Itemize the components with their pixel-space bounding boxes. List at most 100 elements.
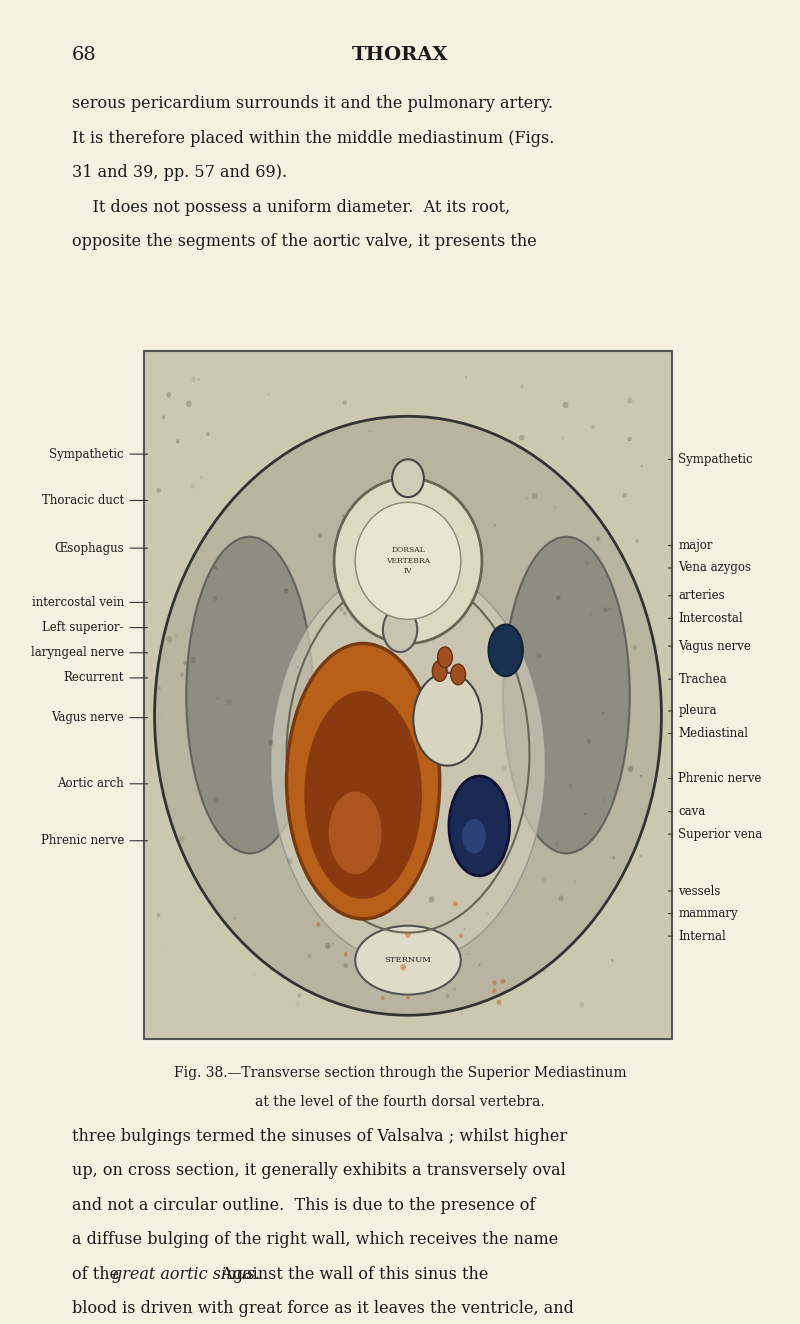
Text: great aortic sinus.: great aortic sinus. [112,1266,260,1283]
Ellipse shape [179,835,185,842]
Ellipse shape [503,536,630,854]
Ellipse shape [206,432,210,436]
Ellipse shape [554,506,556,508]
Ellipse shape [369,430,370,433]
Text: Fig. 38.—Transverse section through the Superior Mediastinum: Fig. 38.—Transverse section through the … [174,1066,626,1080]
Bar [144,351,672,1039]
Ellipse shape [343,612,346,616]
Ellipse shape [166,392,171,397]
Ellipse shape [297,666,298,669]
Ellipse shape [432,661,447,682]
Ellipse shape [302,804,306,809]
Text: 31 and 39, pp. 57 and 69).: 31 and 39, pp. 57 and 69). [72,164,287,181]
Text: Recurrent: Recurrent [64,671,124,685]
Ellipse shape [307,953,312,959]
Text: Phrenic nerve: Phrenic nerve [41,834,124,847]
Ellipse shape [339,606,343,612]
Text: three bulgings termed the sinuses of Valsalva ; whilst higher: three bulgings termed the sinuses of Val… [72,1128,567,1145]
Text: opposite the segments of the aortic valve, it presents the: opposite the segments of the aortic valv… [72,233,537,250]
Text: Vena azygos: Vena azygos [678,561,751,575]
Ellipse shape [418,741,420,743]
Ellipse shape [446,699,448,702]
Ellipse shape [191,376,196,381]
Ellipse shape [635,539,639,543]
Text: Mediastinal: Mediastinal [678,727,749,740]
Ellipse shape [422,862,424,863]
Text: Intercostal: Intercostal [678,612,743,625]
Ellipse shape [586,739,591,744]
Ellipse shape [162,943,164,945]
Text: 68: 68 [72,46,97,65]
Ellipse shape [214,565,218,569]
Text: up, on cross section, it generally exhibits a transversely oval: up, on cross section, it generally exhib… [72,1162,566,1180]
Ellipse shape [180,673,184,677]
Text: cava: cava [678,805,706,818]
Text: It does not possess a uniform diameter.  At its root,: It does not possess a uniform diameter. … [72,199,510,216]
Ellipse shape [268,393,270,396]
Text: mammary: mammary [678,907,738,920]
Ellipse shape [586,561,589,565]
Ellipse shape [254,973,255,976]
Text: Trachea: Trachea [678,673,727,686]
Ellipse shape [542,876,546,882]
Ellipse shape [329,792,382,874]
Ellipse shape [270,564,546,964]
Ellipse shape [350,600,354,604]
Ellipse shape [558,895,564,902]
Ellipse shape [627,397,633,404]
Ellipse shape [361,906,363,908]
Ellipse shape [453,988,457,992]
Ellipse shape [478,964,481,967]
Ellipse shape [640,775,642,777]
Ellipse shape [402,711,405,714]
Ellipse shape [628,765,634,772]
Text: Vagus nerve: Vagus nerve [678,639,751,653]
Ellipse shape [298,993,302,998]
Ellipse shape [502,765,507,772]
Text: Vagus nerve: Vagus nerve [51,711,124,724]
Ellipse shape [412,870,416,875]
Ellipse shape [350,841,354,846]
Ellipse shape [342,400,347,405]
Text: DORSAL
VERTEBRA
IV: DORSAL VERTEBRA IV [386,547,430,575]
Ellipse shape [591,425,594,429]
Text: major: major [678,539,713,552]
Ellipse shape [590,613,592,617]
Ellipse shape [494,524,496,527]
Ellipse shape [446,994,449,998]
Ellipse shape [366,857,369,861]
Ellipse shape [458,559,460,561]
Text: laryngeal nerve: laryngeal nerve [30,646,124,659]
Text: and not a circular outline.  This is due to the presence of: and not a circular outline. This is due … [72,1197,535,1214]
Ellipse shape [626,565,630,571]
Ellipse shape [482,871,487,876]
Ellipse shape [343,963,348,968]
Ellipse shape [355,925,461,994]
Ellipse shape [158,686,161,690]
Ellipse shape [596,536,600,542]
Ellipse shape [563,401,569,408]
Text: Internal: Internal [678,929,726,943]
Text: It is therefore placed within the middle mediastinum (Figs.: It is therefore placed within the middle… [72,130,554,147]
Ellipse shape [234,918,235,919]
Ellipse shape [344,952,348,956]
Ellipse shape [334,826,340,831]
Text: Phrenic nerve: Phrenic nerve [678,772,762,785]
Ellipse shape [200,477,203,479]
Ellipse shape [526,496,528,499]
Ellipse shape [633,645,637,650]
Ellipse shape [166,637,172,642]
Ellipse shape [465,376,467,379]
Ellipse shape [400,964,406,970]
Ellipse shape [493,981,497,985]
Ellipse shape [611,959,614,961]
Ellipse shape [556,596,561,600]
Ellipse shape [161,715,162,716]
Ellipse shape [381,996,385,1000]
Ellipse shape [462,820,486,854]
Text: Left superior-: Left superior- [42,621,124,634]
Ellipse shape [157,914,161,918]
Ellipse shape [300,636,301,637]
Ellipse shape [214,797,219,804]
Ellipse shape [308,677,311,681]
